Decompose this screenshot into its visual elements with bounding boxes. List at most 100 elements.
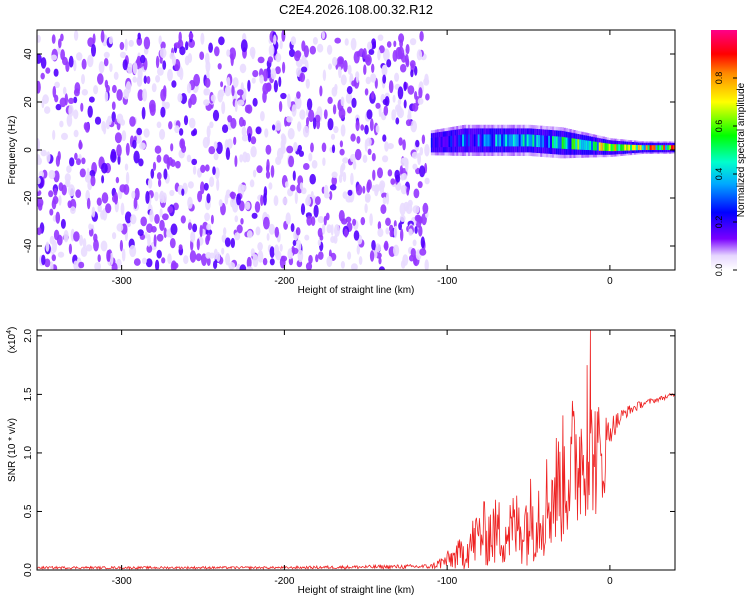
noise-blob: [340, 74, 347, 86]
noise-blob: [323, 184, 329, 197]
noise-blob: [206, 257, 211, 266]
noise-blob: [119, 41, 125, 51]
noise-blob: [163, 227, 167, 239]
signal-core: [487, 134, 490, 147]
noise-blob: [179, 46, 186, 56]
noise-blob: [151, 226, 157, 233]
signal-core: [468, 134, 471, 147]
noise-blob: [97, 254, 101, 263]
noise-blob: [338, 107, 346, 119]
noise-blob: [345, 92, 353, 104]
noise-blob: [377, 228, 384, 238]
noise-blob: [309, 45, 316, 55]
noise-blob: [406, 186, 410, 196]
noise-blob: [382, 134, 387, 142]
noise-blob: [347, 189, 353, 196]
noise-blob: [234, 215, 239, 223]
noise-blob: [231, 84, 235, 97]
noise-blob: [61, 132, 68, 140]
noise-blob: [407, 199, 413, 207]
heatmap-cells: [37, 30, 675, 270]
signal-core: [641, 145, 645, 150]
x-tick-label: -200: [274, 576, 294, 587]
noise-blob: [296, 91, 301, 99]
signal-core: [583, 140, 586, 150]
noise-blob: [308, 109, 315, 123]
noise-blob: [45, 67, 51, 74]
noise-blob: [187, 222, 193, 231]
noise-blob: [262, 68, 268, 82]
signal-core: [655, 145, 658, 150]
noise-blob: [56, 234, 63, 246]
noise-blob: [91, 43, 96, 57]
noise-blob: [190, 231, 196, 243]
noise-blob: [90, 175, 96, 187]
noise-blob: [403, 81, 407, 92]
noise-blob: [142, 88, 148, 102]
y-tick-label: 40: [23, 48, 34, 60]
signal-core: [434, 137, 438, 148]
noise-blob: [225, 253, 231, 266]
noise-blob: [100, 30, 105, 43]
signal-core: [643, 145, 647, 150]
noise-blob: [171, 80, 177, 88]
y-tick-label: 0: [23, 147, 34, 153]
signal-core: [628, 144, 631, 151]
noise-blob: [282, 61, 286, 74]
noise-blob: [364, 88, 369, 96]
noise-blob: [375, 125, 380, 133]
noise-blob: [315, 254, 319, 263]
noise-blob: [86, 167, 90, 179]
noise-blob: [281, 134, 287, 146]
noise-blob: [221, 247, 225, 255]
signal-core: [544, 135, 547, 148]
noise-blob: [382, 74, 387, 84]
signal-core: [667, 145, 670, 150]
noise-blob: [241, 126, 247, 137]
noise-blob: [263, 216, 270, 230]
signal-core: [542, 135, 545, 148]
noise-blob: [146, 76, 151, 84]
noise-blob: [365, 54, 372, 66]
signal-core: [614, 144, 617, 152]
signal-core: [665, 145, 668, 150]
noise-blob: [66, 165, 72, 173]
noise-blob: [153, 234, 157, 248]
signal-core: [534, 134, 537, 147]
noise-blob: [403, 99, 407, 109]
noise-blob: [100, 240, 108, 252]
noise-blob: [93, 239, 99, 252]
noise-blob: [82, 238, 87, 249]
noise-blob: [328, 63, 332, 70]
noise-blob: [400, 228, 404, 242]
signal-core: [475, 134, 479, 147]
noise-blob: [214, 46, 220, 57]
noise-blob: [103, 124, 107, 135]
noise-blob: [55, 103, 62, 111]
signal-core: [632, 144, 635, 151]
signal-core: [635, 145, 639, 151]
signal-core: [516, 134, 520, 147]
signal-core: [561, 136, 565, 149]
noise-blob: [137, 32, 141, 40]
noise-blob: [355, 72, 360, 84]
noise-blob: [68, 55, 74, 68]
noise-blob: [386, 59, 392, 68]
noise-blob: [405, 44, 410, 55]
signal-core: [452, 135, 455, 147]
noise-blob: [310, 142, 314, 153]
noise-blob: [209, 121, 214, 129]
noise-blob: [250, 146, 257, 158]
noise-blob: [200, 181, 205, 195]
noise-blob: [344, 228, 348, 238]
noise-blob: [356, 136, 361, 144]
noise-blob: [419, 248, 427, 256]
noise-blob: [378, 257, 382, 265]
noise-blob: [159, 219, 165, 232]
noise-blob: [301, 187, 307, 195]
noise-blob: [62, 86, 67, 95]
noise-blob: [213, 248, 218, 260]
noise-blob: [44, 258, 51, 268]
noise-blob: [129, 116, 136, 127]
signal-core: [524, 134, 527, 147]
